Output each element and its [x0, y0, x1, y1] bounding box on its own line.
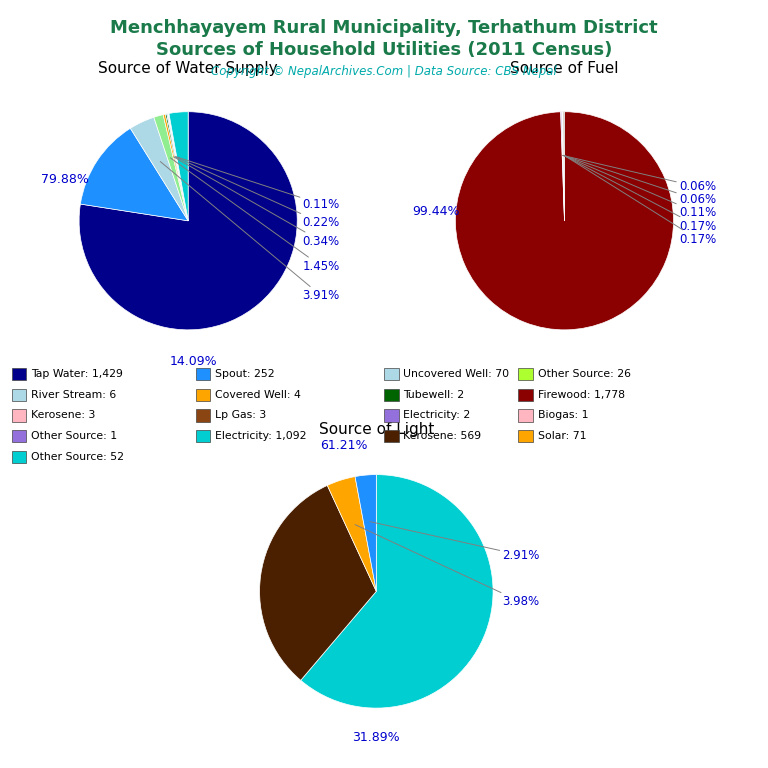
Text: 0.34%: 0.34% — [174, 157, 339, 248]
Title: Source of Fuel: Source of Fuel — [510, 61, 619, 76]
Wedge shape — [154, 114, 188, 221]
Text: Other Source: 52: Other Source: 52 — [31, 452, 124, 462]
Wedge shape — [169, 111, 188, 221]
Text: 99.44%: 99.44% — [412, 205, 459, 218]
Text: Uncovered Well: 70: Uncovered Well: 70 — [403, 369, 509, 379]
Text: 0.06%: 0.06% — [563, 155, 716, 207]
Text: 0.06%: 0.06% — [562, 155, 716, 194]
Text: Covered Well: 4: Covered Well: 4 — [215, 389, 301, 400]
Text: 0.11%: 0.11% — [564, 155, 717, 220]
Wedge shape — [561, 112, 564, 221]
Wedge shape — [260, 485, 376, 680]
Title: Source of Water Supply: Source of Water Supply — [98, 61, 278, 76]
Text: 3.91%: 3.91% — [161, 161, 340, 303]
Wedge shape — [355, 475, 376, 591]
Text: 0.22%: 0.22% — [175, 157, 340, 230]
Text: Menchhayayem Rural Municipality, Terhathum District
Sources of Household Utiliti: Menchhayayem Rural Municipality, Terhath… — [110, 19, 658, 59]
Text: 61.21%: 61.21% — [320, 439, 367, 452]
Text: 0.17%: 0.17% — [564, 155, 717, 246]
Text: Kerosene: 3: Kerosene: 3 — [31, 410, 95, 421]
Wedge shape — [168, 114, 188, 221]
Wedge shape — [81, 128, 188, 221]
Text: Kerosene: 569: Kerosene: 569 — [403, 431, 482, 442]
Wedge shape — [169, 114, 188, 221]
Text: Electricity: 1,092: Electricity: 1,092 — [215, 431, 306, 442]
Text: Tubewell: 2: Tubewell: 2 — [403, 389, 465, 400]
Wedge shape — [563, 112, 564, 221]
Text: 1.45%: 1.45% — [170, 158, 340, 273]
Wedge shape — [327, 477, 376, 591]
Text: 14.09%: 14.09% — [170, 355, 217, 368]
Text: 0.11%: 0.11% — [176, 157, 340, 210]
Text: Electricity: 2: Electricity: 2 — [403, 410, 471, 421]
Text: 2.91%: 2.91% — [370, 521, 540, 561]
Text: Other Source: 1: Other Source: 1 — [31, 431, 117, 442]
Text: 3.98%: 3.98% — [355, 525, 539, 608]
Wedge shape — [301, 475, 493, 708]
Wedge shape — [562, 112, 564, 221]
Text: Tap Water: 1,429: Tap Water: 1,429 — [31, 369, 123, 379]
Text: Other Source: 26: Other Source: 26 — [538, 369, 631, 379]
Text: 31.89%: 31.89% — [353, 731, 400, 743]
Wedge shape — [167, 114, 188, 221]
Wedge shape — [131, 118, 188, 221]
Wedge shape — [563, 112, 564, 221]
Text: Copyright © NepalArchives.Com | Data Source: CBS Nepal: Copyright © NepalArchives.Com | Data Sou… — [211, 65, 557, 78]
Wedge shape — [163, 114, 188, 221]
Text: River Stream: 6: River Stream: 6 — [31, 389, 116, 400]
Text: Spout: 252: Spout: 252 — [215, 369, 275, 379]
Wedge shape — [165, 114, 188, 221]
Wedge shape — [455, 111, 674, 329]
Wedge shape — [79, 111, 297, 329]
Text: Solar: 71: Solar: 71 — [538, 431, 586, 442]
Text: Lp Gas: 3: Lp Gas: 3 — [215, 410, 266, 421]
Text: 0.17%: 0.17% — [564, 155, 717, 233]
Text: 79.88%: 79.88% — [41, 173, 89, 186]
Text: Biogas: 1: Biogas: 1 — [538, 410, 588, 421]
Title: Source of Light: Source of Light — [319, 422, 434, 437]
Text: Firewood: 1,778: Firewood: 1,778 — [538, 389, 624, 400]
